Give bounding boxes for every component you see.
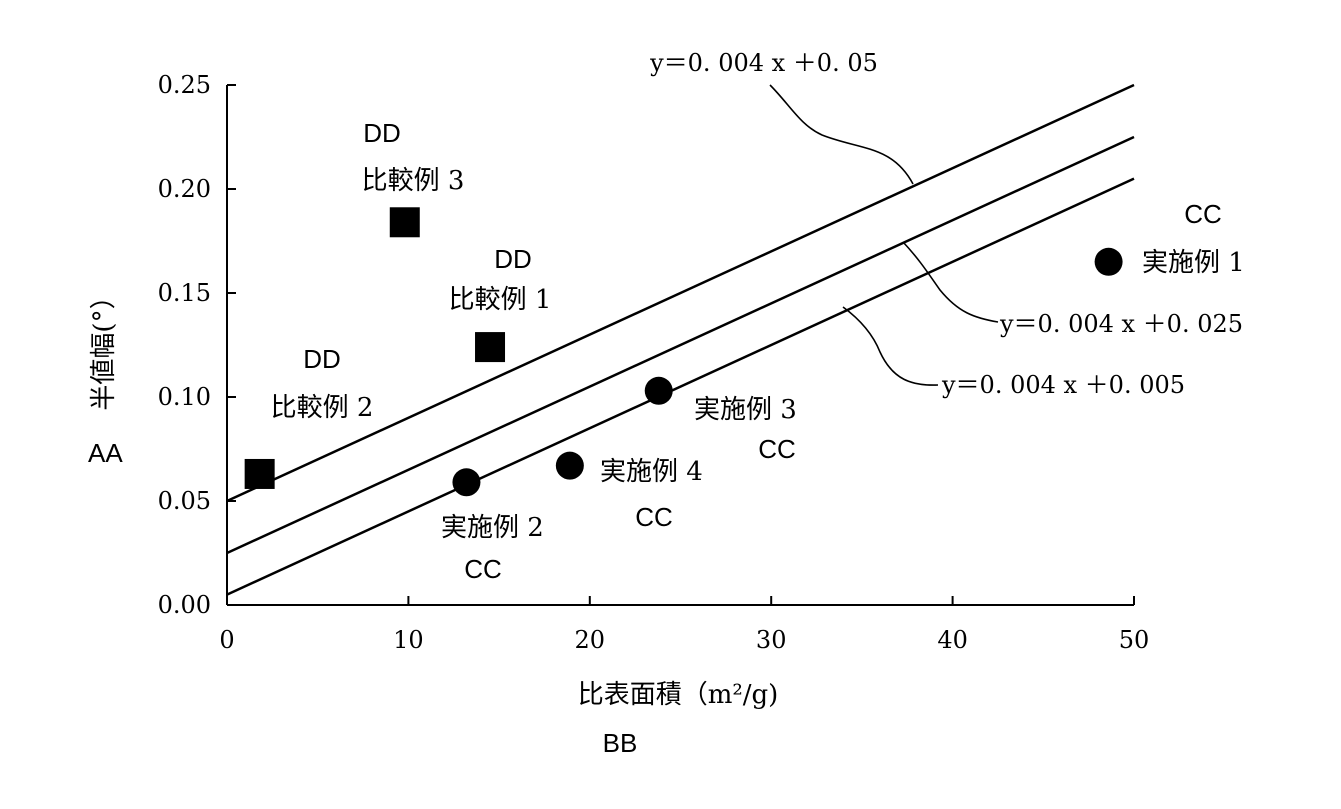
point-code-label: DD — [363, 118, 401, 148]
equation-leader-line — [770, 85, 913, 184]
point-label: 比較例 2 — [271, 393, 374, 423]
x-tick-label: 10 — [393, 626, 424, 654]
point-code-label: DD — [494, 244, 532, 274]
y-tick-label: 0.20 — [158, 175, 211, 203]
equation-leader-line — [843, 307, 938, 385]
y-tick-label: 0.05 — [158, 487, 211, 515]
point-code-label: CC — [1184, 199, 1222, 229]
square-marker — [245, 459, 275, 489]
x-tick-label: 40 — [937, 626, 968, 654]
x-tick-label: 0 — [219, 626, 234, 654]
equation-label: y＝0. 004 x ＋0. 005 — [941, 371, 1185, 399]
point-label: 実施例 2 — [441, 513, 544, 543]
equation-leader-line — [903, 242, 998, 322]
square-marker — [475, 332, 505, 362]
square-marker — [390, 207, 420, 237]
equation-label: y＝0. 004 x ＋0. 05 — [649, 49, 878, 77]
x-tick-label: 50 — [1119, 626, 1150, 654]
point-label: 比較例 3 — [362, 166, 465, 196]
y-axis-code: AA — [88, 438, 123, 468]
circle-marker — [452, 468, 480, 496]
point-code-label: DD — [303, 344, 341, 374]
point-label: 実施例 4 — [600, 457, 703, 487]
point-label: 実施例 3 — [694, 395, 797, 425]
x-axis-code: BB — [603, 728, 638, 758]
circle-marker — [1095, 248, 1123, 276]
circle-marker — [645, 377, 673, 405]
x-tick-label: 30 — [756, 626, 787, 654]
fit-line — [227, 137, 1134, 553]
x-axis-label: 比表面積（m²/g) — [578, 680, 779, 710]
x-tick-label: 20 — [575, 626, 606, 654]
y-tick-label: 0.10 — [158, 383, 211, 411]
circle-marker — [556, 452, 584, 480]
equation-label: y＝0. 004 x ＋0. 025 — [999, 310, 1243, 338]
fit-lines — [227, 85, 1134, 595]
point-code-label: CC — [635, 502, 673, 532]
y-tick-label: 0.00 — [158, 591, 211, 619]
data-points — [245, 207, 1123, 496]
y-axis-label: 半値幅(°） — [89, 283, 119, 410]
y-tick-label: 0.15 — [158, 279, 211, 307]
point-code-label: CC — [464, 554, 502, 584]
point-label: 比較例 1 — [449, 285, 552, 315]
point-code-label: CC — [758, 434, 796, 464]
y-tick-label: 0.25 — [158, 71, 211, 99]
point-label: 実施例 1 — [1142, 248, 1245, 278]
